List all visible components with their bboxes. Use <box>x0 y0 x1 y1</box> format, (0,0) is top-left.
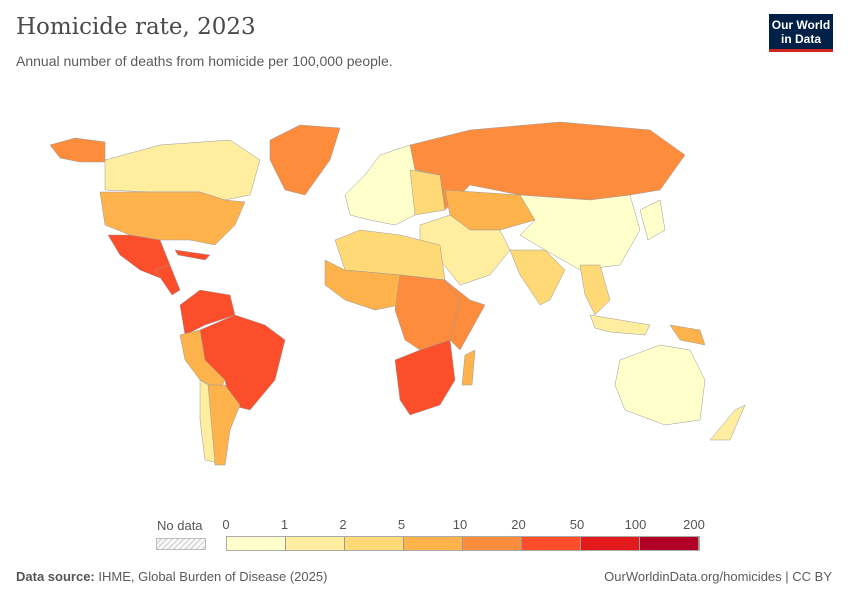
legend-tick: 50 <box>569 517 585 532</box>
country-southern-africa[interactable] <box>394 339 456 416</box>
country-west-africa[interactable] <box>324 259 401 311</box>
no-data-label: No data <box>157 518 203 533</box>
chart-subtitle: Annual number of deaths from homicide pe… <box>16 53 393 69</box>
legend-bin[interactable] <box>286 537 345 550</box>
country-caribbean[interactable] <box>174 249 211 261</box>
legend-tick: 1 <box>280 517 289 532</box>
country-united-states[interactable] <box>99 191 246 246</box>
legend-bin[interactable] <box>345 537 404 550</box>
country-europe[interactable] <box>344 144 421 226</box>
country-canada[interactable] <box>104 139 261 201</box>
legend-tick: 2 <box>339 517 347 532</box>
legend-tick: 20 <box>511 517 526 532</box>
no-data-swatch <box>156 538 206 550</box>
country-madagascar[interactable] <box>461 349 476 386</box>
legend-bin[interactable] <box>463 537 522 550</box>
legend-tick: 100 <box>624 517 647 532</box>
country-new-zealand[interactable] <box>709 404 746 441</box>
country-india[interactable] <box>509 249 566 306</box>
legend-bin[interactable] <box>522 537 581 550</box>
color-legend <box>226 536 700 551</box>
legend-bin[interactable] <box>581 537 640 550</box>
legend-tick: 10 <box>452 517 468 532</box>
country-japan-korea[interactable] <box>639 199 666 241</box>
legend-bin[interactable] <box>640 537 699 550</box>
country-greenland[interactable] <box>269 124 341 196</box>
country-east-africa[interactable] <box>444 279 486 351</box>
country-indonesia[interactable] <box>589 314 651 336</box>
chart-title: Homicide rate, 2023 <box>16 14 256 40</box>
footer-link[interactable]: OurWorldinData.org/homicides | CC BY <box>604 569 832 584</box>
legend-tick: 200 <box>683 517 705 532</box>
source-text: IHME, Global Burden of Disease (2025) <box>98 569 328 584</box>
country-central-america[interactable] <box>154 264 181 296</box>
country-eastern-europe[interactable] <box>409 169 446 216</box>
legend-bin[interactable] <box>227 537 286 550</box>
country-australia[interactable] <box>614 344 706 426</box>
legend-tick: 0 <box>222 517 230 532</box>
owid-logo[interactable]: Our World in Data <box>769 14 833 52</box>
country-alaska[interactable] <box>49 137 106 163</box>
legend-tick: 5 <box>397 517 406 532</box>
country-papua-new-guinea[interactable] <box>669 324 706 346</box>
country-chile[interactable] <box>199 379 216 463</box>
country-southeast-asia[interactable] <box>579 264 611 316</box>
world-map[interactable] <box>0 100 850 510</box>
source-label: Data source: <box>16 569 95 584</box>
data-source: Data source: IHME, Global Burden of Dise… <box>16 569 327 584</box>
legend-bin[interactable] <box>404 537 463 550</box>
